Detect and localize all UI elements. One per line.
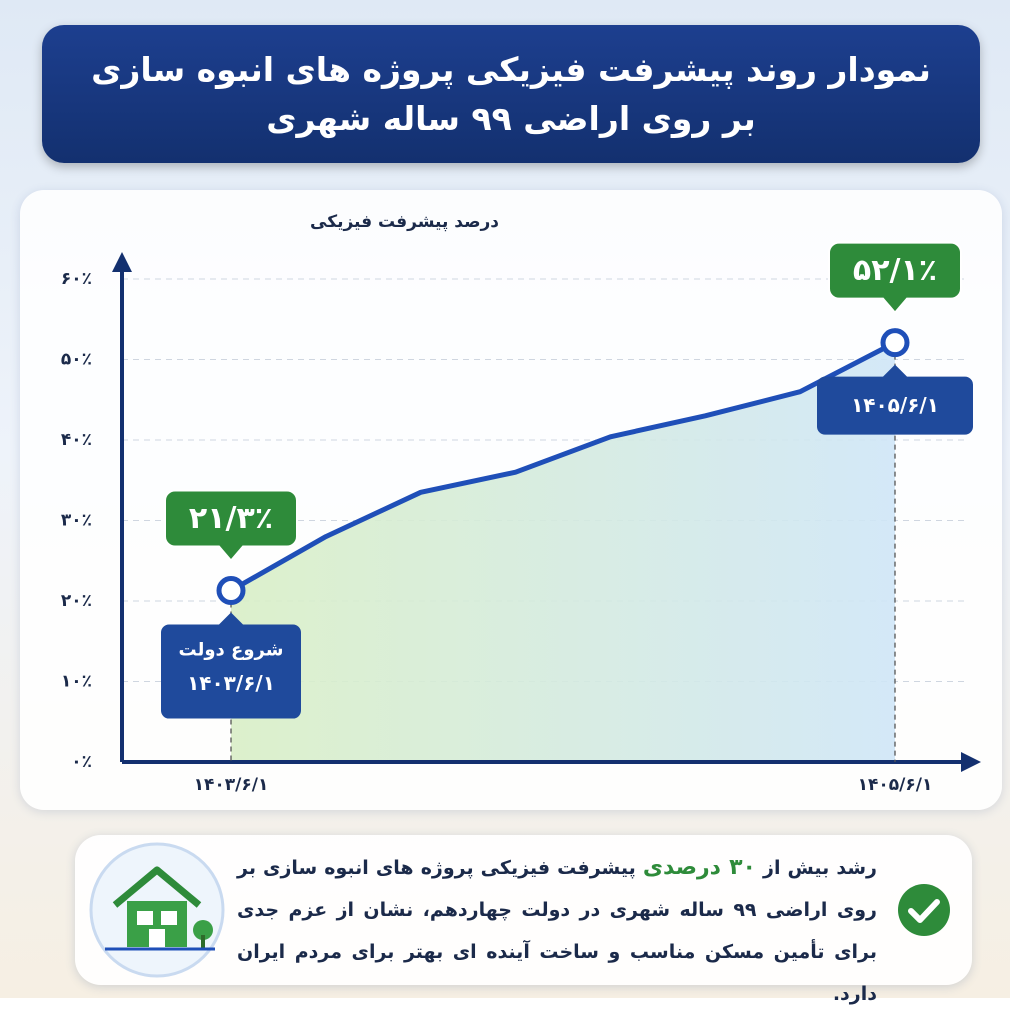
y-tick-label: ۵۰٪ <box>61 350 92 370</box>
chart: درصد پیشرفت فیزیکی ۰٪ ۱۰٪ ۲۰٪ ۳۰٪ ۴۰٪ ۵۰٪ ۶۰٪ ۱… <box>61 212 981 795</box>
title-box: نمودار روند پیشرفت فیزیکی پروژه های انبو… <box>42 25 980 163</box>
data-label-box <box>164 489 298 563</box>
x-axis-arrow <box>961 752 981 772</box>
footer-highlight: ۳۰ درصدی <box>642 855 756 880</box>
house-icon <box>89 842 225 978</box>
y-axis-label: درصد پیشرفت فیزیکی <box>310 212 499 232</box>
y-tick-label: ۱۰٪ <box>61 672 92 692</box>
start-date: ۱۴۰۳/۶/۱ <box>187 671 275 695</box>
end-callout-box <box>817 364 973 435</box>
check-icon <box>898 884 950 936</box>
data-label: ۲۱/۳٪ <box>189 501 273 536</box>
plot: ۰٪ ۱۰٪ ۲۰٪ ۳۰٪ ۴۰٪ ۵۰٪ ۶۰٪ ۱۴۰۳/۶/۱ ۱۴۰۵/۶/۱ ۲۱/۳… <box>61 241 981 795</box>
title-line: نمودار روند پیشرفت فیزیکی پروژه های انبو… <box>91 49 931 89</box>
y-tick-label: ۳۰٪ <box>61 511 92 531</box>
end-date: ۱۴۰۵/۶/۱ <box>851 393 939 417</box>
start-annotation: شروع دولت <box>179 640 284 661</box>
y-tick-label: ۴۰٪ <box>61 430 92 450</box>
title-line: بر روی اراضی ۹۹ ساله شهری <box>266 99 756 138</box>
y-tick-label: ۶۰٪ <box>61 269 92 289</box>
footer-text-part: پیشرفت فیزیکی پروژه های انبوه سازی بر رو… <box>237 857 877 1005</box>
point-marker <box>880 328 910 358</box>
y-tick-label: ۰٪ <box>71 752 92 772</box>
start-callout-box <box>161 612 301 719</box>
footer-card: رشد بیش از ۳۰ درصدی پیشرفت فیزیکی پروژه … <box>75 835 972 1005</box>
footer-text-part: رشد بیش از <box>763 857 877 879</box>
point-marker <box>216 576 246 606</box>
x-tick-label: ۱۴۰۵/۶/۱ <box>858 775 933 795</box>
x-tick-label: ۱۴۰۳/۶/۱ <box>194 775 269 795</box>
y-axis-arrow <box>112 252 132 272</box>
data-label: ۵۲/۱٪ <box>853 253 937 288</box>
footer-text: رشد بیش از ۳۰ درصدی پیشرفت فیزیکی پروژه … <box>237 847 877 1015</box>
y-tick-label: ۲۰٪ <box>61 591 92 611</box>
area-fill <box>231 342 895 762</box>
data-label-box <box>828 241 962 315</box>
data-line <box>229 340 897 593</box>
